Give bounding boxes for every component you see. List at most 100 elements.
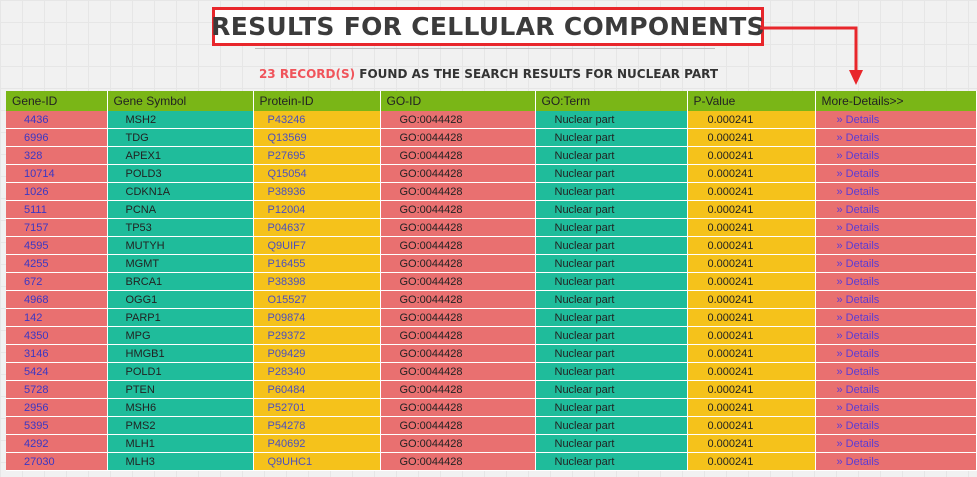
gene-symbol: APEX1 bbox=[107, 146, 254, 165]
go-id: GO:0044428 bbox=[380, 452, 536, 471]
table-row: 142 PARP1 P09874 GO:0044428 Nuclear part 0.00… bbox=[6, 308, 977, 327]
gene-symbol: BRCA1 bbox=[107, 272, 254, 291]
table-row: 4436 MSH2 P43246 GO:0044428 Nuclear part 0.00… bbox=[6, 111, 977, 129]
details-link[interactable]: » Details bbox=[815, 200, 977, 219]
table-row: 4968 OGG1 O15527 GO:0044428 Nuclear part 0.00… bbox=[6, 290, 977, 309]
gene-id-link[interactable]: 142 bbox=[6, 308, 108, 327]
details-link[interactable]: » Details bbox=[815, 452, 977, 471]
p-value: 0.000241 bbox=[687, 182, 816, 201]
protein-id-link[interactable]: P54278 bbox=[253, 416, 381, 435]
details-link[interactable]: » Details bbox=[815, 254, 977, 273]
gene-id-link[interactable]: 5424 bbox=[6, 362, 108, 381]
go-term: Nuclear part bbox=[535, 362, 688, 381]
protein-id-link[interactable]: Q9UHC1 bbox=[253, 452, 381, 471]
gene-id-link[interactable]: 4292 bbox=[6, 434, 108, 453]
protein-id-link[interactable]: P40692 bbox=[253, 434, 381, 453]
details-link[interactable]: » Details bbox=[815, 290, 977, 309]
protein-id-link[interactable]: P38936 bbox=[253, 182, 381, 201]
gene-id-link[interactable]: 5395 bbox=[6, 416, 108, 435]
gene-id-link[interactable]: 5728 bbox=[6, 380, 108, 399]
protein-id-link[interactable]: P27695 bbox=[253, 146, 381, 165]
gene-symbol: PTEN bbox=[107, 380, 254, 399]
go-id: GO:0044428 bbox=[380, 164, 536, 183]
protein-id-link[interactable]: P09874 bbox=[253, 308, 381, 327]
gene-id-link[interactable]: 328 bbox=[6, 146, 108, 165]
details-link[interactable]: » Details bbox=[815, 326, 977, 345]
header-go-term[interactable]: GO:Term bbox=[535, 91, 688, 111]
p-value: 0.000241 bbox=[687, 111, 816, 129]
gene-id-link[interactable]: 4595 bbox=[6, 236, 108, 255]
gene-id-link[interactable]: 3146 bbox=[6, 344, 108, 363]
protein-id-link[interactable]: P09429 bbox=[253, 344, 381, 363]
details-link[interactable]: » Details bbox=[815, 111, 977, 129]
protein-id-link[interactable]: P38398 bbox=[253, 272, 381, 291]
protein-id-link[interactable]: P12004 bbox=[253, 200, 381, 219]
protein-id-link[interactable]: O15527 bbox=[253, 290, 381, 309]
protein-id-link[interactable]: Q9UIF7 bbox=[253, 236, 381, 255]
go-id: GO:0044428 bbox=[380, 290, 536, 309]
gene-symbol: MSH6 bbox=[107, 398, 254, 417]
table-row: 5111 PCNA P12004 GO:0044428 Nuclear part 0.00… bbox=[6, 200, 977, 219]
gene-id-link[interactable]: 4968 bbox=[6, 290, 108, 309]
details-link[interactable]: » Details bbox=[815, 362, 977, 381]
table-row: 4350 MPG P29372 GO:0044428 Nuclear part 0.000… bbox=[6, 326, 977, 345]
details-link[interactable]: » Details bbox=[815, 146, 977, 165]
protein-id-link[interactable]: P29372 bbox=[253, 326, 381, 345]
details-link[interactable]: » Details bbox=[815, 272, 977, 291]
gene-id-link[interactable]: 672 bbox=[6, 272, 108, 291]
gene-symbol: TDG bbox=[107, 128, 254, 147]
go-id: GO:0044428 bbox=[380, 146, 536, 165]
gene-symbol: PARP1 bbox=[107, 308, 254, 327]
go-term: Nuclear part bbox=[535, 290, 688, 309]
go-term: Nuclear part bbox=[535, 380, 688, 399]
protein-id-link[interactable]: P28340 bbox=[253, 362, 381, 381]
gene-id-link[interactable]: 4350 bbox=[6, 326, 108, 345]
details-link[interactable]: » Details bbox=[815, 218, 977, 237]
gene-id-link[interactable]: 27030 bbox=[6, 452, 108, 471]
p-value: 0.000241 bbox=[687, 452, 816, 471]
results-summary: 23 RECORD(S) FOUND AS THE SEARCH RESULTS… bbox=[0, 67, 977, 81]
details-link[interactable]: » Details bbox=[815, 164, 977, 183]
details-link[interactable]: » Details bbox=[815, 434, 977, 453]
gene-id-link[interactable]: 6996 bbox=[6, 128, 108, 147]
page-title-highlight-box: RESULTS FOR CELLULAR COMPONENTS bbox=[211, 7, 765, 46]
header-p-value[interactable]: P-Value bbox=[687, 91, 816, 111]
details-link[interactable]: » Details bbox=[815, 128, 977, 147]
gene-id-link[interactable]: 7157 bbox=[6, 218, 108, 237]
details-link[interactable]: » Details bbox=[815, 236, 977, 255]
details-link[interactable]: » Details bbox=[815, 398, 977, 417]
details-link[interactable]: » Details bbox=[815, 380, 977, 399]
table-row: 4595 MUTYH Q9UIF7 GO:0044428 Nuclear part 0.0… bbox=[6, 236, 977, 255]
header-gene-id[interactable]: Gene-ID bbox=[6, 91, 108, 111]
gene-id-link[interactable]: 2956 bbox=[6, 398, 108, 417]
go-id: GO:0044428 bbox=[380, 218, 536, 237]
protein-id-link[interactable]: P43246 bbox=[253, 111, 381, 129]
page-title: RESULTS FOR CELLULAR COMPONENTS bbox=[211, 12, 765, 41]
header-go-id[interactable]: GO-ID bbox=[380, 91, 536, 111]
protein-id-link[interactable]: P04637 bbox=[253, 218, 381, 237]
protein-id-link[interactable]: Q15054 bbox=[253, 164, 381, 183]
go-term: Nuclear part bbox=[535, 111, 688, 129]
protein-id-link[interactable]: P16455 bbox=[253, 254, 381, 273]
p-value: 0.000241 bbox=[687, 128, 816, 147]
header-protein-id[interactable]: Protein-ID bbox=[253, 91, 381, 111]
gene-id-link[interactable]: 1026 bbox=[6, 182, 108, 201]
gene-id-link[interactable]: 10714 bbox=[6, 164, 108, 183]
go-id: GO:0044428 bbox=[380, 272, 536, 291]
protein-id-link[interactable]: P52701 bbox=[253, 398, 381, 417]
details-link[interactable]: » Details bbox=[815, 308, 977, 327]
header-gene-symbol[interactable]: Gene Symbol bbox=[107, 91, 254, 111]
gene-id-link[interactable]: 4436 bbox=[6, 111, 108, 129]
table-row: 672 BRCA1 P38398 GO:0044428 Nuclear part 0.00… bbox=[6, 272, 977, 291]
header-more-details[interactable]: More-Details>> bbox=[815, 91, 977, 111]
go-term: Nuclear part bbox=[535, 344, 688, 363]
p-value: 0.000241 bbox=[687, 254, 816, 273]
gene-id-link[interactable]: 4255 bbox=[6, 254, 108, 273]
p-value: 0.000241 bbox=[687, 344, 816, 363]
details-link[interactable]: » Details bbox=[815, 182, 977, 201]
protein-id-link[interactable]: Q13569 bbox=[253, 128, 381, 147]
gene-id-link[interactable]: 5111 bbox=[6, 200, 108, 219]
protein-id-link[interactable]: P60484 bbox=[253, 380, 381, 399]
details-link[interactable]: » Details bbox=[815, 416, 977, 435]
details-link[interactable]: » Details bbox=[815, 344, 977, 363]
